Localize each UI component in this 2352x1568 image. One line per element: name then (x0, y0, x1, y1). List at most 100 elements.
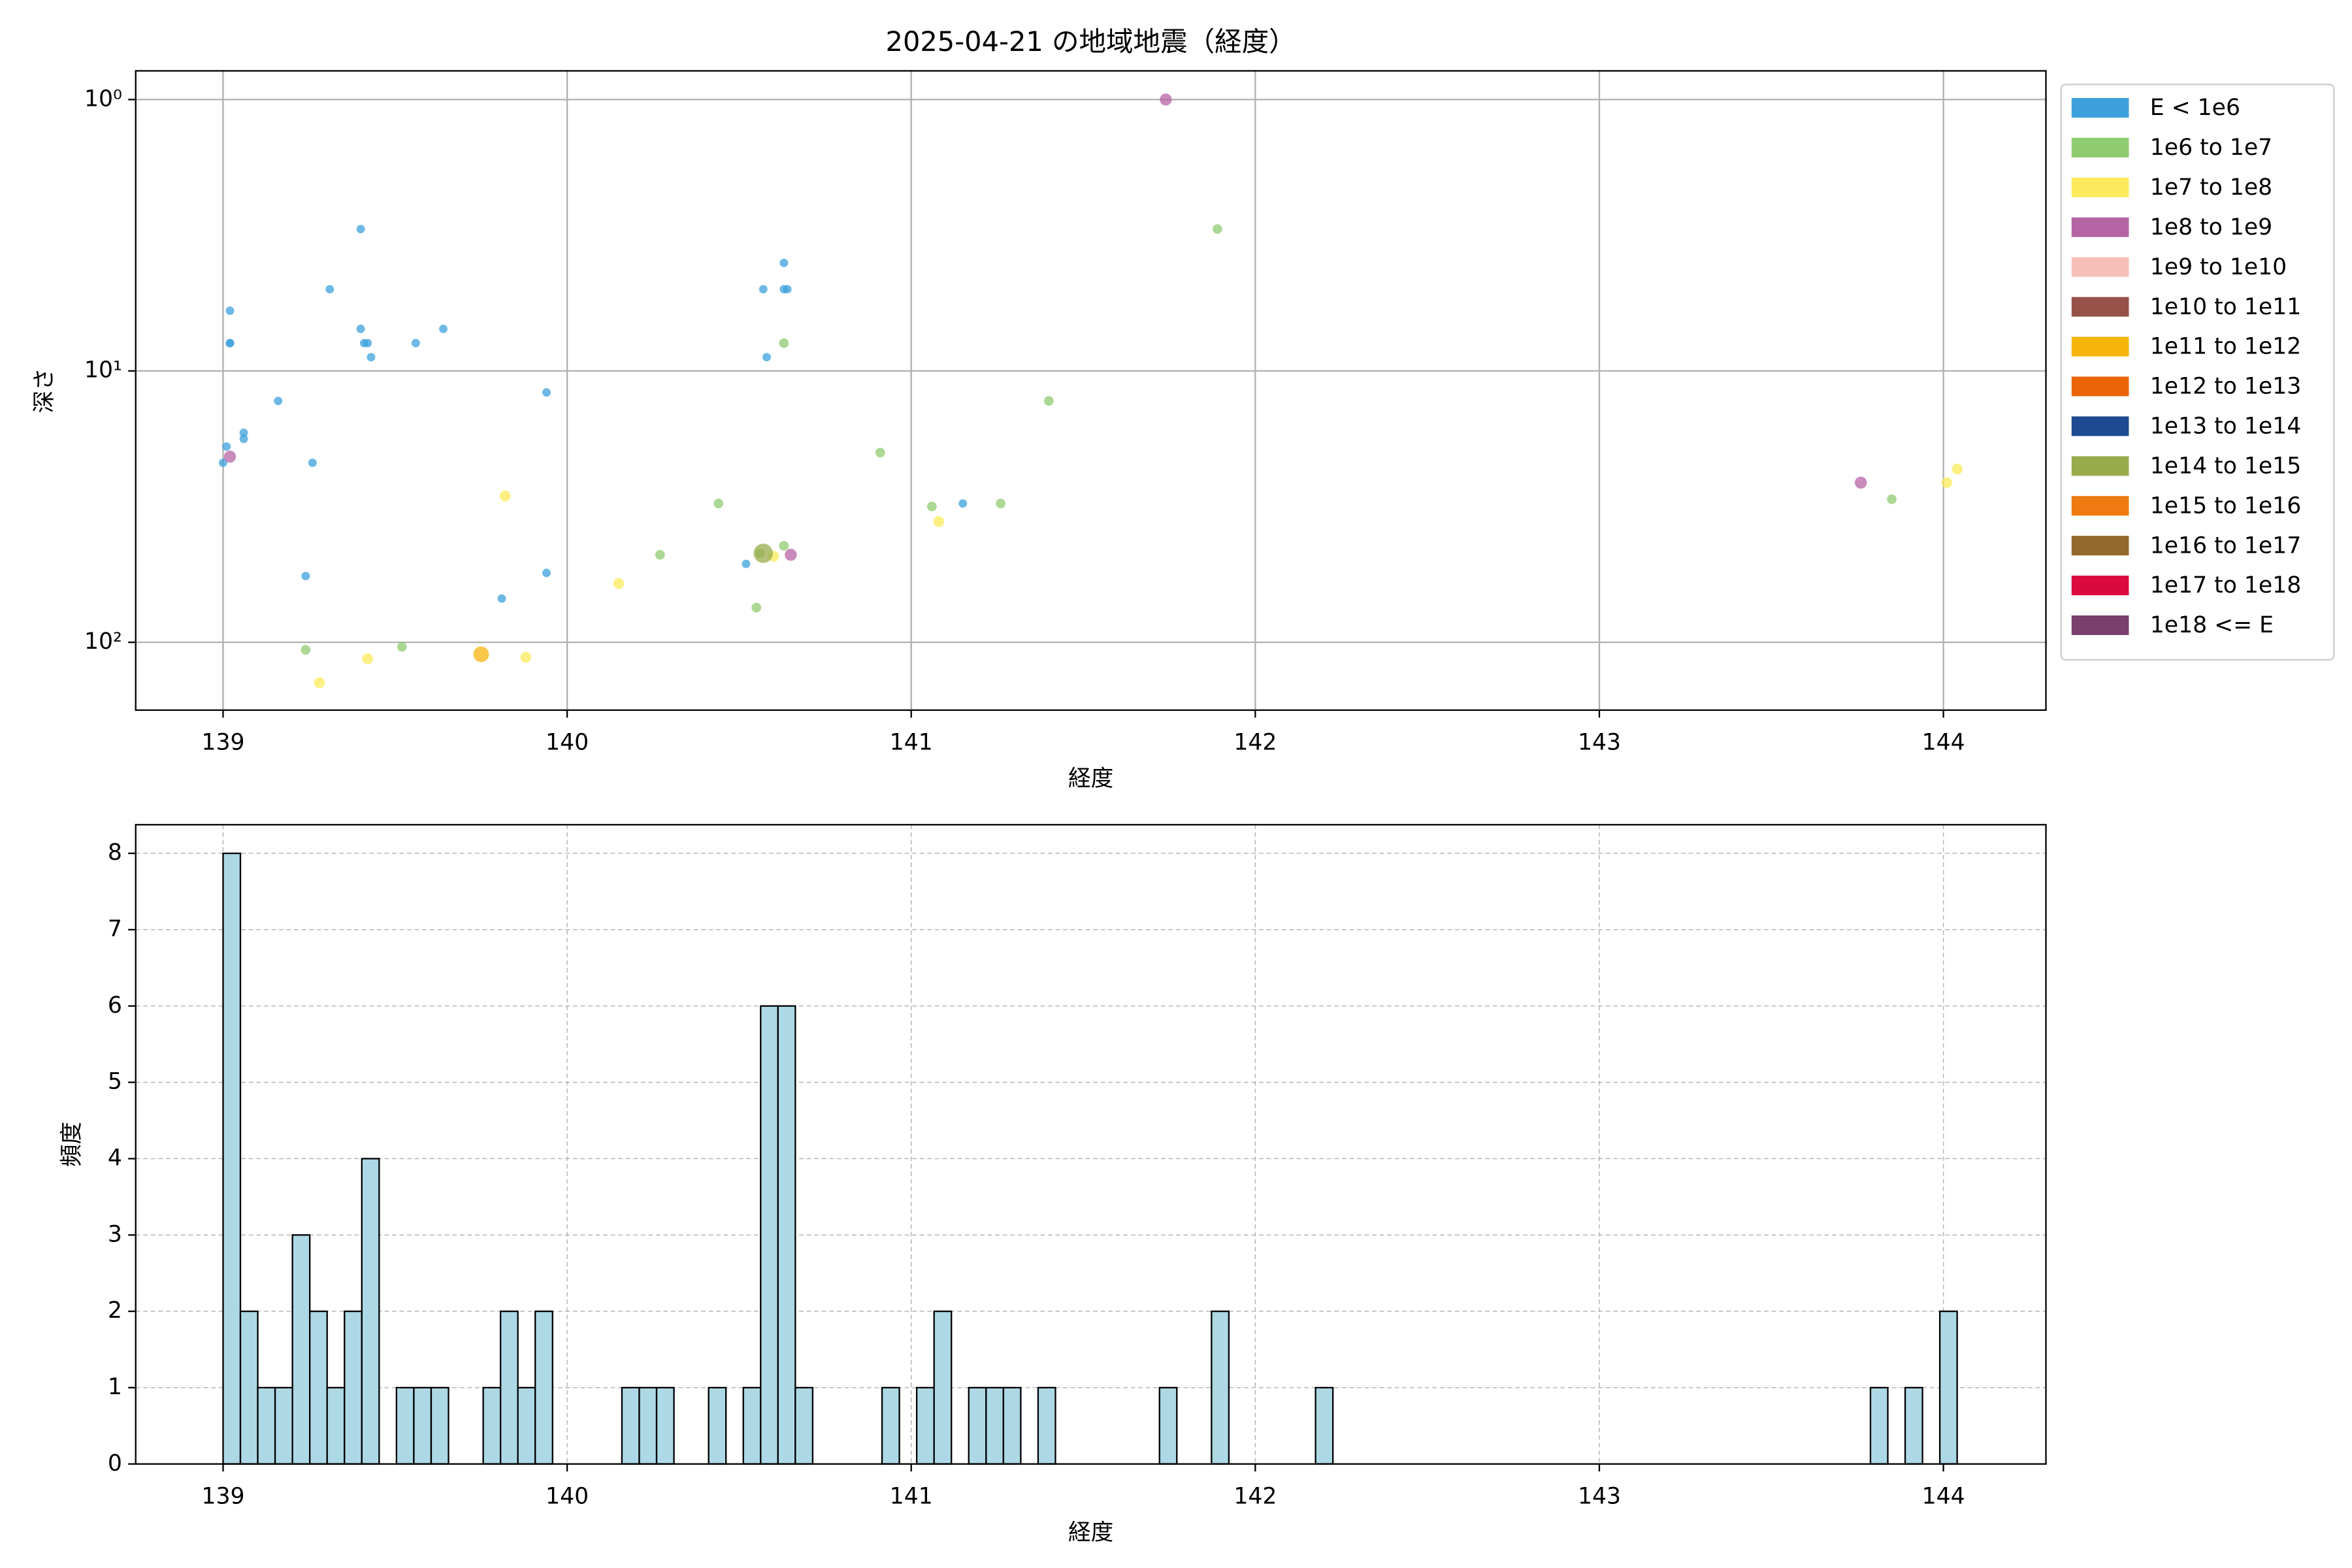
data-point (713, 498, 724, 509)
x-tick-label: 144 (1922, 730, 1965, 756)
legend-swatch (2071, 456, 2129, 476)
data-point (1854, 476, 1867, 489)
x-tick-label: 142 (1233, 1484, 1277, 1510)
legend-box (2060, 84, 2335, 661)
histogram-bar (274, 1386, 293, 1465)
data-point (314, 677, 325, 689)
data-point (751, 602, 762, 613)
legend-swatch (2071, 257, 2129, 277)
data-point (785, 548, 797, 561)
data-point (225, 338, 235, 348)
y-tick-label: 6 (108, 992, 122, 1019)
data-point (1887, 494, 1897, 504)
data-point (520, 651, 532, 663)
histogram-bar (881, 1386, 900, 1465)
legend-label: 1e13 to 1e14 (2150, 414, 2301, 440)
data-point (239, 434, 248, 444)
legend-swatch (2071, 615, 2129, 635)
data-point (497, 594, 506, 603)
legend-label: 1e11 to 1e12 (2150, 334, 2301, 360)
histogram-bar (534, 1310, 553, 1465)
data-point (779, 338, 789, 348)
y-tick-label: 10² (84, 629, 122, 655)
y-tick-label: 10¹ (84, 357, 122, 384)
data-point (308, 458, 317, 467)
data-point (542, 568, 551, 578)
legend-label: 1e6 to 1e7 (2150, 135, 2272, 161)
data-point (1160, 93, 1172, 106)
legend-swatch (2071, 416, 2129, 436)
histogram-bar (222, 852, 242, 1465)
data-point (218, 458, 227, 467)
histogram-bar (915, 1386, 935, 1465)
legend-swatch (2071, 98, 2129, 118)
data-point (779, 258, 789, 267)
data-point (473, 646, 489, 662)
y-tick-label: 2 (108, 1298, 122, 1324)
histogram-bar (777, 1005, 796, 1465)
plot-frame (135, 824, 2047, 1465)
data-point (411, 338, 420, 348)
data-point (1213, 224, 1222, 234)
histogram-bar (482, 1386, 502, 1465)
x-tick-label: 140 (546, 1484, 589, 1510)
legend-label: 1e17 to 1e18 (2150, 572, 2301, 598)
histogram-bar (742, 1386, 762, 1465)
legend-label: 1e12 to 1e13 (2150, 374, 2301, 400)
y-tick-label: 5 (108, 1069, 122, 1095)
histogram-bar (1315, 1386, 1334, 1465)
histogram-bar (1869, 1386, 1889, 1465)
y-tick-label: 1 (108, 1374, 122, 1400)
data-point (439, 324, 448, 333)
legend-label: 1e7 to 1e8 (2150, 174, 2272, 201)
histogram-bar (655, 1386, 675, 1465)
data-point (875, 448, 885, 458)
data-point (363, 338, 372, 348)
data-point (274, 397, 283, 406)
legend-label: 1e10 to 1e11 (2150, 294, 2301, 320)
data-point (356, 324, 365, 333)
histogram-bar (326, 1386, 346, 1465)
x-tick-label: 141 (890, 1484, 933, 1510)
histogram-bar (239, 1310, 259, 1465)
histogram-bar (499, 1310, 519, 1465)
data-point (225, 306, 235, 316)
data-point (397, 642, 407, 652)
histogram-bar (1938, 1310, 1958, 1465)
histogram-bar (517, 1386, 536, 1465)
histogram-bar (1904, 1386, 1923, 1465)
histogram-bar (708, 1386, 727, 1465)
legend-label: 1e16 to 1e17 (2150, 532, 2301, 559)
histogram-bar (257, 1386, 276, 1465)
data-point (367, 353, 376, 362)
x-tick-label: 141 (890, 730, 933, 756)
legend-label: 1e9 to 1e10 (2150, 254, 2287, 280)
legend-swatch (2071, 336, 2129, 357)
x-axis-label: 経度 (1068, 1520, 1113, 1546)
histogram-bar (1211, 1310, 1230, 1465)
data-point (362, 653, 373, 664)
legend-label: 1e15 to 1e16 (2150, 493, 2301, 519)
data-point (779, 541, 789, 551)
x-tick-label: 144 (1922, 1484, 1965, 1510)
histogram-bar (1002, 1386, 1022, 1465)
data-point (223, 450, 237, 463)
data-point (325, 285, 335, 294)
legend-label: 1e8 to 1e9 (2150, 214, 2272, 240)
y-tick-label: 10⁰ (84, 86, 122, 112)
data-point (499, 490, 511, 502)
histogram-bar (1158, 1386, 1178, 1465)
data-point (542, 388, 551, 397)
chart-title: 2025-04-21 の地域地震（経度） (886, 25, 1296, 57)
data-point (753, 544, 774, 563)
histogram-bar (1037, 1386, 1056, 1465)
histogram-bar (413, 1386, 433, 1465)
data-point (958, 499, 968, 508)
histogram-bar (985, 1386, 1005, 1465)
x-axis-label: 経度 (1068, 766, 1113, 792)
x-tick-label: 139 (201, 730, 244, 756)
y-tick-label: 8 (108, 840, 122, 866)
legend-swatch (2071, 576, 2129, 596)
legend-swatch (2071, 177, 2129, 197)
